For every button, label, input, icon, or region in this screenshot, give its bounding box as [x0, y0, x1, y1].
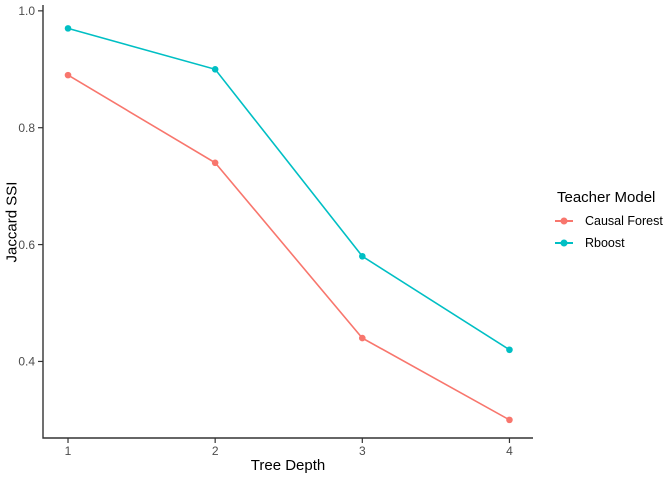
legend-title: Teacher Model [557, 189, 656, 206]
legend-key-causal-forest [555, 214, 573, 228]
y-tick-label: 1.0 [18, 4, 35, 18]
x-tick-label: 2 [212, 444, 219, 458]
x-tick-label: 3 [359, 444, 366, 458]
legend-entry-causal-forest: Causal Forest [545, 210, 672, 232]
data-point-causal-forest [211, 159, 219, 167]
axis-lines [42, 5, 533, 439]
x-tick-label: 1 [65, 444, 72, 458]
legend-label-rboost: Rboost [585, 236, 625, 250]
y-tick-label: 0.8 [18, 121, 35, 135]
legend-entry-rboost: Rboost [545, 232, 672, 254]
data-point-rboost [506, 346, 513, 354]
series-line-causal-forest [67, 74, 510, 421]
legend-key-rboost [555, 236, 573, 250]
data-point-rboost [211, 65, 219, 73]
legend-label-causal-forest: Causal Forest [585, 214, 663, 228]
y-axis-title: Jaccard SSI [3, 181, 21, 263]
legend: Teacher Model Causal Forest Rboost [545, 189, 672, 254]
series-line-rboost [67, 27, 510, 351]
legend-dot-swatch [560, 239, 568, 247]
data-point-rboost [359, 252, 366, 260]
data-point-causal-forest [64, 71, 72, 79]
y-tick-label: 0.6 [18, 238, 35, 252]
legend-dot-swatch [560, 217, 568, 225]
data-point-causal-forest [359, 334, 366, 342]
x-axis-title: Tree Depth [250, 457, 326, 474]
data-point-causal-forest [506, 416, 513, 424]
x-tick-label: 4 [506, 444, 513, 458]
data-point-rboost [64, 25, 72, 32]
y-tick-label: 0.4 [18, 355, 35, 369]
